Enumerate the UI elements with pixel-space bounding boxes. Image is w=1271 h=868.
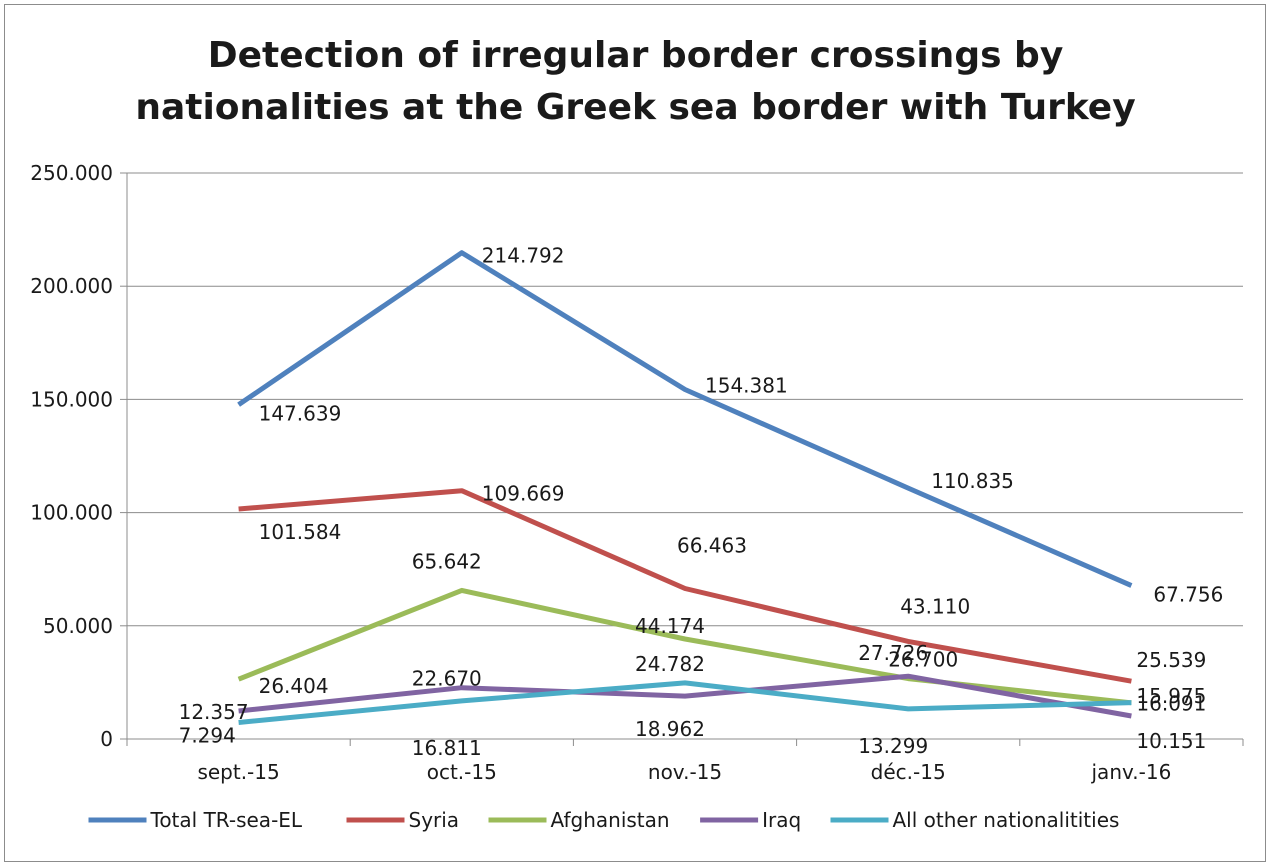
legend-label: Total TR-sea-EL <box>150 808 303 832</box>
legend-label: Syria <box>409 808 460 832</box>
y-tick-label: 0 <box>100 727 113 751</box>
legend-label: Iraq <box>762 808 801 832</box>
data-label: 214.792 <box>482 244 565 268</box>
y-tick-label: 200.000 <box>30 274 113 298</box>
y-tick-label: 50.000 <box>43 614 113 638</box>
data-label: 109.669 <box>482 482 565 506</box>
series-line-4 <box>238 680 1132 725</box>
x-tick-label: nov.-15 <box>648 760 722 784</box>
data-label: 7.294 <box>179 723 236 747</box>
data-label: 18.962 <box>635 717 705 741</box>
legend-label: All other nationalitities <box>893 808 1120 832</box>
data-label: 101.584 <box>259 520 342 544</box>
chart-frame <box>4 4 1266 862</box>
data-label: 13.299 <box>858 734 928 758</box>
chart-title-line-2: nationalities at the Greek sea border wi… <box>135 87 1136 128</box>
data-label: 154.381 <box>705 373 788 397</box>
legend-label: Afghanistan <box>551 808 670 832</box>
data-label: 16.091 <box>1136 692 1206 716</box>
data-label: 66.463 <box>677 534 747 558</box>
y-tick-label: 250.000 <box>30 161 113 185</box>
legend: Total TR-sea-EL Syria Afghanistan Iraq All o… <box>88 808 1120 832</box>
data-label: 67.756 <box>1153 583 1223 607</box>
gridlines <box>127 172 1243 627</box>
data-label: 27.726 <box>858 641 928 665</box>
series-line-2 <box>237 587 1132 706</box>
legend-item: All other nationalitities <box>830 808 1120 832</box>
data-label: 110.835 <box>931 469 1014 493</box>
data-label: 12.357 <box>179 700 249 724</box>
series-line-0 <box>237 250 1133 588</box>
data-label: 44.174 <box>635 614 705 638</box>
data-label: 24.782 <box>635 652 705 676</box>
data-label: 26.404 <box>259 674 329 698</box>
x-tick-label: déc.-15 <box>871 760 946 784</box>
data-label: 147.639 <box>259 402 342 426</box>
data-label: 10.151 <box>1136 729 1206 753</box>
legend-item: Total TR-sea-EL <box>88 808 303 832</box>
legend-item: Iraq <box>700 808 801 832</box>
data-labels: 147.639 214.792 154.381 110.835 67.756 101.58… <box>179 244 1224 760</box>
series-lines <box>237 250 1133 725</box>
x-tick-label: janv.-16 <box>1091 760 1172 784</box>
data-label: 25.539 <box>1136 648 1206 672</box>
data-label: 15.975 <box>1136 684 1206 708</box>
y-tick-label: 150.000 <box>30 387 113 411</box>
data-label: 22.670 <box>412 667 482 691</box>
x-tick-label: oct.-15 <box>427 760 497 784</box>
series-line-1 <box>238 488 1132 684</box>
legend-item: Afghanistan <box>488 808 670 832</box>
chart-title-line-1: Detection of irregular border crossings … <box>207 35 1064 76</box>
axes: 0 50.000 100.000 150.000 200.000 250.000 sept.… <box>30 161 1244 784</box>
series-line-3 <box>238 673 1132 719</box>
legend-item: Syria <box>346 808 460 832</box>
y-tick-label: 100.000 <box>30 501 113 525</box>
data-label: 26.700 <box>888 648 958 672</box>
data-label: 16.811 <box>412 736 482 760</box>
data-label: 43.110 <box>900 594 970 618</box>
x-tick-label: sept.-15 <box>197 760 279 784</box>
chart-title: Detection of irregular border crossings … <box>0 30 1271 134</box>
data-label: 65.642 <box>412 549 482 573</box>
